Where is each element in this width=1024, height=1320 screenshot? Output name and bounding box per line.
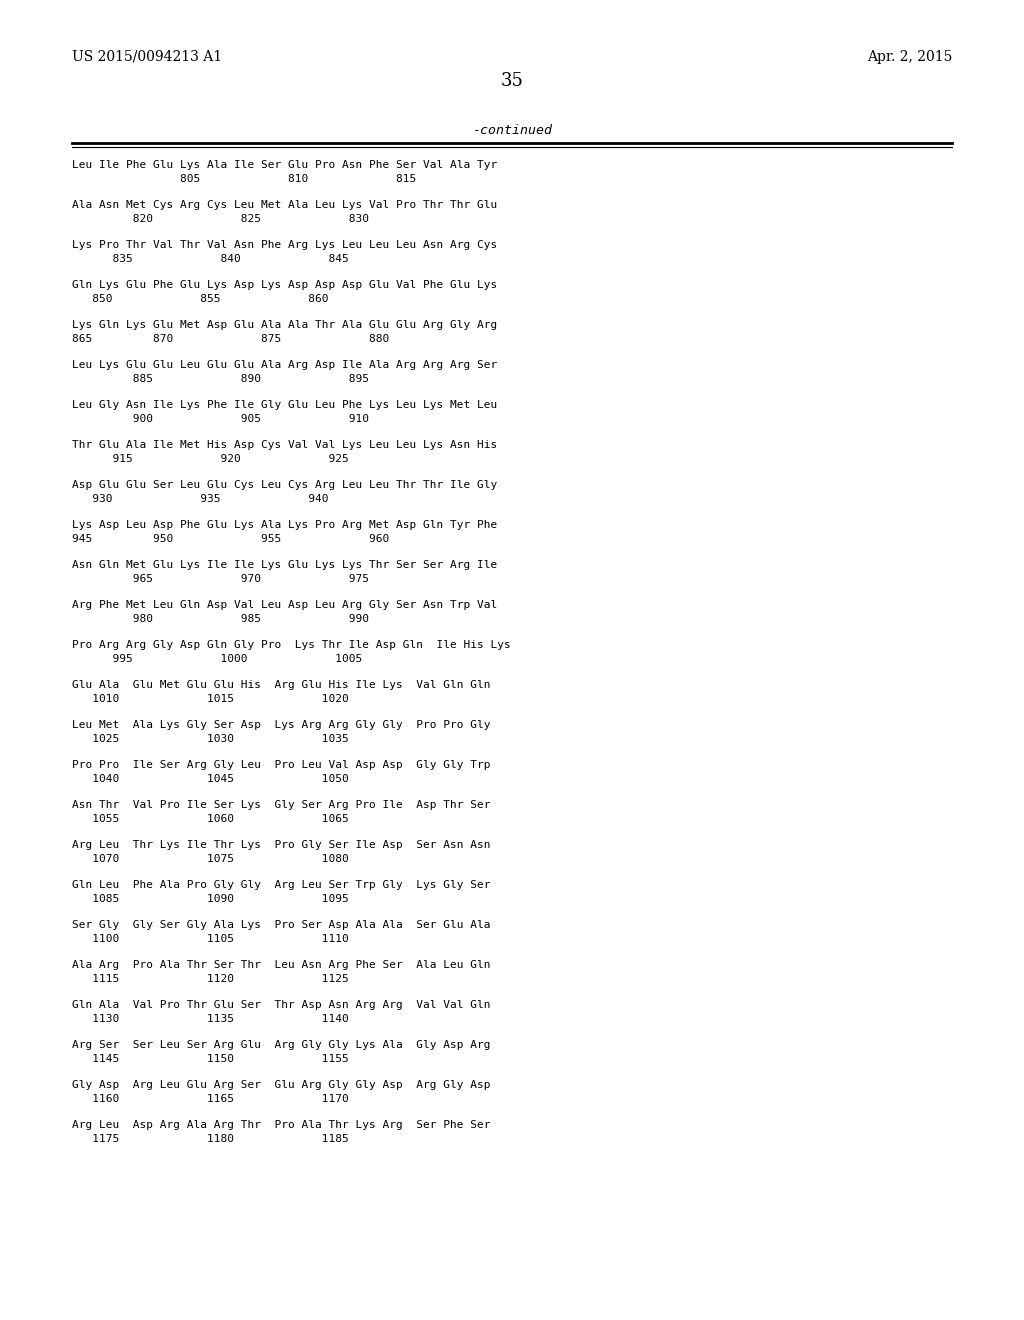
Text: 1085             1090             1095: 1085 1090 1095 [72, 894, 349, 904]
Text: 850             855             860: 850 855 860 [72, 294, 329, 304]
Text: Leu Gly Asn Ile Lys Phe Ile Gly Glu Leu Phe Lys Leu Lys Met Leu: Leu Gly Asn Ile Lys Phe Ile Gly Glu Leu … [72, 400, 498, 411]
Text: Leu Met  Ala Lys Gly Ser Asp  Lys Arg Arg Gly Gly  Pro Pro Gly: Leu Met Ala Lys Gly Ser Asp Lys Arg Arg … [72, 719, 490, 730]
Text: 965             970             975: 965 970 975 [72, 574, 369, 583]
Text: Asn Thr  Val Pro Ile Ser Lys  Gly Ser Arg Pro Ile  Asp Thr Ser: Asn Thr Val Pro Ile Ser Lys Gly Ser Arg … [72, 800, 490, 810]
Text: 805             810             815: 805 810 815 [72, 174, 416, 183]
Text: Pro Arg Arg Gly Asp Gln Gly Pro  Lys Thr Ile Asp Gln  Ile His Lys: Pro Arg Arg Gly Asp Gln Gly Pro Lys Thr … [72, 640, 511, 649]
Text: Arg Leu  Asp Arg Ala Arg Thr  Pro Ala Thr Lys Arg  Ser Phe Ser: Arg Leu Asp Arg Ala Arg Thr Pro Ala Thr … [72, 1119, 490, 1130]
Text: 1175             1180             1185: 1175 1180 1185 [72, 1134, 349, 1144]
Text: Arg Phe Met Leu Gln Asp Val Leu Asp Leu Arg Gly Ser Asn Trp Val: Arg Phe Met Leu Gln Asp Val Leu Asp Leu … [72, 601, 498, 610]
Text: Arg Ser  Ser Leu Ser Arg Glu  Arg Gly Gly Lys Ala  Gly Asp Arg: Arg Ser Ser Leu Ser Arg Glu Arg Gly Gly … [72, 1040, 490, 1049]
Text: 930             935             940: 930 935 940 [72, 494, 329, 504]
Text: Ser Gly  Gly Ser Gly Ala Lys  Pro Ser Asp Ala Ala  Ser Glu Ala: Ser Gly Gly Ser Gly Ala Lys Pro Ser Asp … [72, 920, 490, 931]
Text: US 2015/0094213 A1: US 2015/0094213 A1 [72, 50, 222, 63]
Text: Asp Glu Glu Ser Leu Glu Cys Leu Cys Arg Leu Leu Thr Thr Ile Gly: Asp Glu Glu Ser Leu Glu Cys Leu Cys Arg … [72, 480, 498, 490]
Text: Lys Asp Leu Asp Phe Glu Lys Ala Lys Pro Arg Met Asp Gln Tyr Phe: Lys Asp Leu Asp Phe Glu Lys Ala Lys Pro … [72, 520, 498, 531]
Text: 900             905             910: 900 905 910 [72, 414, 369, 424]
Text: 35: 35 [501, 73, 523, 90]
Text: 1145             1150             1155: 1145 1150 1155 [72, 1053, 349, 1064]
Text: Apr. 2, 2015: Apr. 2, 2015 [866, 50, 952, 63]
Text: 1025             1030             1035: 1025 1030 1035 [72, 734, 349, 744]
Text: Ala Arg  Pro Ala Thr Ser Thr  Leu Asn Arg Phe Ser  Ala Leu Gln: Ala Arg Pro Ala Thr Ser Thr Leu Asn Arg … [72, 960, 490, 970]
Text: 1055             1060             1065: 1055 1060 1065 [72, 814, 349, 824]
Text: 945         950             955             960: 945 950 955 960 [72, 535, 389, 544]
Text: Thr Glu Ala Ile Met His Asp Cys Val Val Lys Leu Leu Lys Asn His: Thr Glu Ala Ile Met His Asp Cys Val Val … [72, 440, 498, 450]
Text: 1130             1135             1140: 1130 1135 1140 [72, 1014, 349, 1024]
Text: Asn Gln Met Glu Lys Ile Ile Lys Glu Lys Lys Thr Ser Ser Arg Ile: Asn Gln Met Glu Lys Ile Ile Lys Glu Lys … [72, 560, 498, 570]
Text: 865         870             875             880: 865 870 875 880 [72, 334, 389, 345]
Text: 885             890             895: 885 890 895 [72, 374, 369, 384]
Text: Leu Ile Phe Glu Lys Ala Ile Ser Glu Pro Asn Phe Ser Val Ala Tyr: Leu Ile Phe Glu Lys Ala Ile Ser Glu Pro … [72, 160, 498, 170]
Text: 915             920             925: 915 920 925 [72, 454, 349, 465]
Text: Gln Lys Glu Phe Glu Lys Asp Lys Asp Asp Asp Glu Val Phe Glu Lys: Gln Lys Glu Phe Glu Lys Asp Lys Asp Asp … [72, 280, 498, 290]
Text: Gly Asp  Arg Leu Glu Arg Ser  Glu Arg Gly Gly Asp  Arg Gly Asp: Gly Asp Arg Leu Glu Arg Ser Glu Arg Gly … [72, 1080, 490, 1090]
Text: 995             1000             1005: 995 1000 1005 [72, 653, 362, 664]
Text: Ala Asn Met Cys Arg Cys Leu Met Ala Leu Lys Val Pro Thr Thr Glu: Ala Asn Met Cys Arg Cys Leu Met Ala Leu … [72, 201, 498, 210]
Text: -continued: -continued [472, 124, 552, 137]
Text: 980             985             990: 980 985 990 [72, 614, 369, 624]
Text: Glu Ala  Glu Met Glu Glu His  Arg Glu His Ile Lys  Val Gln Gln: Glu Ala Glu Met Glu Glu His Arg Glu His … [72, 680, 490, 690]
Text: Gln Ala  Val Pro Thr Glu Ser  Thr Asp Asn Arg Arg  Val Val Gln: Gln Ala Val Pro Thr Glu Ser Thr Asp Asn … [72, 1001, 490, 1010]
Text: Gln Leu  Phe Ala Pro Gly Gly  Arg Leu Ser Trp Gly  Lys Gly Ser: Gln Leu Phe Ala Pro Gly Gly Arg Leu Ser … [72, 880, 490, 890]
Text: Arg Leu  Thr Lys Ile Thr Lys  Pro Gly Ser Ile Asp  Ser Asn Asn: Arg Leu Thr Lys Ile Thr Lys Pro Gly Ser … [72, 840, 490, 850]
Text: 1115             1120             1125: 1115 1120 1125 [72, 974, 349, 983]
Text: 1070             1075             1080: 1070 1075 1080 [72, 854, 349, 865]
Text: 835             840             845: 835 840 845 [72, 253, 349, 264]
Text: Lys Gln Lys Glu Met Asp Glu Ala Ala Thr Ala Glu Glu Arg Gly Arg: Lys Gln Lys Glu Met Asp Glu Ala Ala Thr … [72, 319, 498, 330]
Text: 1010             1015             1020: 1010 1015 1020 [72, 694, 349, 704]
Text: Leu Lys Glu Glu Leu Glu Glu Ala Arg Asp Ile Ala Arg Arg Arg Ser: Leu Lys Glu Glu Leu Glu Glu Ala Arg Asp … [72, 360, 498, 370]
Text: Lys Pro Thr Val Thr Val Asn Phe Arg Lys Leu Leu Leu Asn Arg Cys: Lys Pro Thr Val Thr Val Asn Phe Arg Lys … [72, 240, 498, 249]
Text: 1100             1105             1110: 1100 1105 1110 [72, 935, 349, 944]
Text: Pro Pro  Ile Ser Arg Gly Leu  Pro Leu Val Asp Asp  Gly Gly Trp: Pro Pro Ile Ser Arg Gly Leu Pro Leu Val … [72, 760, 490, 770]
Text: 1160             1165             1170: 1160 1165 1170 [72, 1094, 349, 1104]
Text: 1040             1045             1050: 1040 1045 1050 [72, 774, 349, 784]
Text: 820             825             830: 820 825 830 [72, 214, 369, 224]
